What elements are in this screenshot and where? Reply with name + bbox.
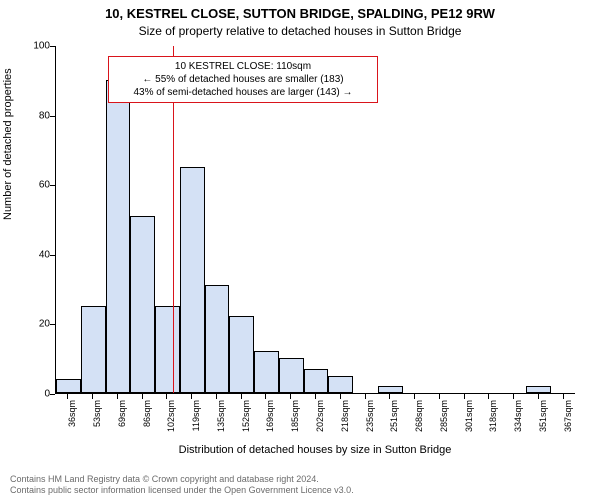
- x-tick-mark: [488, 394, 489, 399]
- y-tick-label: 20: [10, 319, 50, 330]
- x-tick-label: 285sqm: [439, 400, 449, 440]
- x-tick-mark: [290, 394, 291, 399]
- x-tick-mark: [340, 394, 341, 399]
- x-tick-mark: [563, 394, 564, 399]
- x-tick-mark: [216, 394, 217, 399]
- x-tick-label: 268sqm: [414, 400, 424, 440]
- y-tick-label: 80: [10, 110, 50, 121]
- x-tick-mark: [92, 394, 93, 399]
- y-axis-label: Number of detached properties: [2, 68, 14, 220]
- x-tick-label: 102sqm: [166, 400, 176, 440]
- x-tick-label: 351sqm: [538, 400, 548, 440]
- x-tick-label: 36sqm: [67, 400, 77, 440]
- y-tick-label: 100: [10, 41, 50, 52]
- x-tick-label: 235sqm: [365, 400, 375, 440]
- x-tick-mark: [265, 394, 266, 399]
- x-tick-mark: [513, 394, 514, 399]
- x-tick-label: 185sqm: [290, 400, 300, 440]
- histogram-bar: [229, 316, 254, 393]
- x-tick-mark: [241, 394, 242, 399]
- x-axis-label: Distribution of detached houses by size …: [55, 444, 575, 456]
- histogram-bar: [304, 369, 329, 393]
- x-tick-mark: [414, 394, 415, 399]
- chart-title: 10, KESTREL CLOSE, SUTTON BRIDGE, SPALDI…: [0, 6, 600, 21]
- y-tick-mark: [50, 324, 55, 325]
- x-tick-mark: [67, 394, 68, 399]
- y-tick-mark: [50, 255, 55, 256]
- annotation-line: 10 KESTREL CLOSE: 110sqm: [115, 60, 371, 73]
- x-tick-mark: [538, 394, 539, 399]
- x-tick-label: 218sqm: [340, 400, 350, 440]
- x-tick-label: 135sqm: [216, 400, 226, 440]
- annotation-line: ← 55% of detached houses are smaller (18…: [115, 73, 371, 86]
- histogram-bar: [180, 167, 205, 393]
- histogram-chart: 10, KESTREL CLOSE, SUTTON BRIDGE, SPALDI…: [0, 0, 600, 500]
- x-tick-mark: [166, 394, 167, 399]
- y-tick-mark: [50, 185, 55, 186]
- x-tick-label: 119sqm: [191, 400, 201, 440]
- x-tick-mark: [315, 394, 316, 399]
- x-tick-mark: [117, 394, 118, 399]
- y-tick-label: 40: [10, 249, 50, 260]
- y-tick-label: 60: [10, 180, 50, 191]
- histogram-bar: [254, 351, 279, 393]
- x-tick-label: 367sqm: [563, 400, 573, 440]
- x-tick-mark: [365, 394, 366, 399]
- x-tick-label: 301sqm: [464, 400, 474, 440]
- x-tick-mark: [191, 394, 192, 399]
- x-tick-label: 53sqm: [92, 400, 102, 440]
- y-tick-mark: [50, 46, 55, 47]
- x-tick-mark: [439, 394, 440, 399]
- histogram-bar: [56, 379, 81, 393]
- x-tick-label: 202sqm: [315, 400, 325, 440]
- histogram-bar: [130, 216, 155, 393]
- x-tick-mark: [389, 394, 390, 399]
- footer-line-2: Contains public sector information licen…: [10, 485, 590, 496]
- chart-subtitle: Size of property relative to detached ho…: [0, 24, 600, 38]
- chart-footer: Contains HM Land Registry data © Crown c…: [10, 474, 590, 497]
- histogram-bar: [106, 80, 131, 393]
- histogram-bar: [205, 285, 230, 393]
- x-tick-mark: [142, 394, 143, 399]
- y-tick-label: 0: [10, 389, 50, 400]
- x-tick-label: 318sqm: [488, 400, 498, 440]
- histogram-bar: [81, 306, 106, 393]
- x-tick-label: 152sqm: [241, 400, 251, 440]
- y-tick-mark: [50, 116, 55, 117]
- y-tick-mark: [50, 394, 55, 395]
- x-tick-label: 251sqm: [389, 400, 399, 440]
- histogram-bar: [155, 306, 180, 393]
- x-tick-label: 69sqm: [117, 400, 127, 440]
- x-tick-label: 334sqm: [513, 400, 523, 440]
- histogram-bar: [526, 386, 551, 393]
- plot-area: 10 KESTREL CLOSE: 110sqm← 55% of detache…: [55, 46, 575, 394]
- x-tick-mark: [464, 394, 465, 399]
- histogram-bar: [328, 376, 353, 393]
- annotation-line: 43% of semi-detached houses are larger (…: [115, 86, 371, 99]
- histogram-bar: [378, 386, 403, 393]
- x-tick-label: 86sqm: [142, 400, 152, 440]
- histogram-bar: [279, 358, 304, 393]
- x-tick-label: 169sqm: [265, 400, 275, 440]
- footer-line-1: Contains HM Land Registry data © Crown c…: [10, 474, 590, 485]
- annotation-box: 10 KESTREL CLOSE: 110sqm← 55% of detache…: [108, 56, 378, 103]
